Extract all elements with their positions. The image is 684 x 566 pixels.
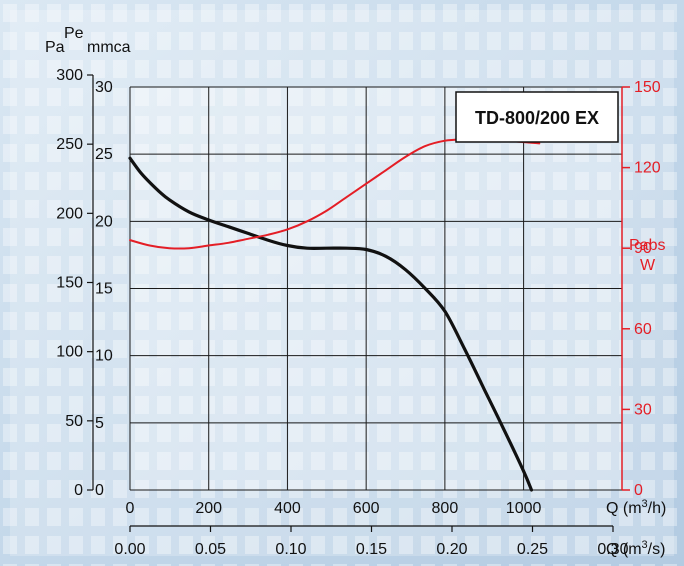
m3s-tick-label: 0.30: [597, 541, 628, 558]
m3h-tick-label: 200: [195, 500, 222, 517]
m3s-tick-label: 0.05: [195, 541, 226, 558]
w-axis-unit: W: [640, 257, 656, 274]
mmca-tick-label: 0: [95, 482, 104, 499]
chart-title-box: TD-800/200 EX: [455, 91, 619, 143]
mmca-tick-label: 30: [95, 79, 113, 96]
m3h-tick-label: 1000: [506, 500, 542, 517]
m3h-axis-title: Q (m3/h): [606, 498, 666, 517]
mmca-tick-label: 5: [95, 415, 104, 432]
m3h-axis-title-text: Q (m: [606, 500, 642, 517]
m3s-tick-label: 0.00: [114, 541, 145, 558]
m3s-axis-title-sup: 3: [642, 539, 648, 551]
m3s-tick-label: 0.15: [356, 541, 387, 558]
m3h-tick-label: 400: [274, 500, 301, 517]
m3s-axis-title-text: Q (m: [606, 541, 642, 558]
m3h-tick-label: 0: [126, 500, 135, 517]
mmca-axis-unit: mmca: [87, 39, 131, 56]
title-box: [455, 91, 619, 143]
w-tick-label: 0: [634, 482, 643, 499]
mmca-tick-label: 15: [95, 281, 113, 298]
pressure-curve: [128, 156, 534, 492]
m3h-tick-label: 800: [432, 500, 459, 517]
m3s-axis-title: Q (m3/s): [606, 539, 665, 558]
mmca-tick-label: 10: [95, 348, 113, 365]
m3h-tick-label: 600: [353, 500, 380, 517]
mmca-tick-label: 20: [95, 213, 113, 230]
pa-tick-label: 100: [56, 344, 83, 361]
m3s-tick-label: 0.10: [275, 541, 306, 558]
w-tick-label: 60: [634, 321, 652, 338]
pa-tick-label: 300: [56, 67, 83, 84]
pa-axis-title: Pa: [45, 39, 65, 56]
chart-title: TD-800/200 EX: [475, 108, 599, 128]
pa-tick-label: 50: [65, 413, 83, 430]
axes: 050100150200250300Pa051015202530Pemmca03…: [45, 25, 666, 558]
w-tick-label: 90: [634, 240, 652, 257]
m3h-axis-title-sup: 3: [642, 498, 648, 510]
mmca-axis-title: Pe: [64, 25, 84, 42]
pa-tick-label: 150: [56, 275, 83, 292]
w-tick-label: 30: [634, 401, 652, 418]
m3s-axis-title-end: /s): [648, 541, 666, 558]
w-axis-title: Pabs: [629, 237, 665, 254]
pa-tick-label: 200: [56, 205, 83, 222]
pa-tick-label: 250: [56, 136, 83, 153]
w-tick-label: 120: [634, 160, 661, 177]
w-tick-label: 150: [634, 79, 661, 96]
m3s-tick-label: 0.20: [436, 541, 467, 558]
pa-tick-label: 0: [74, 482, 83, 499]
mmca-tick-label: 25: [95, 146, 113, 163]
m3h-axis-title-end: /h): [648, 500, 667, 517]
m3s-tick-label: 0.25: [517, 541, 548, 558]
